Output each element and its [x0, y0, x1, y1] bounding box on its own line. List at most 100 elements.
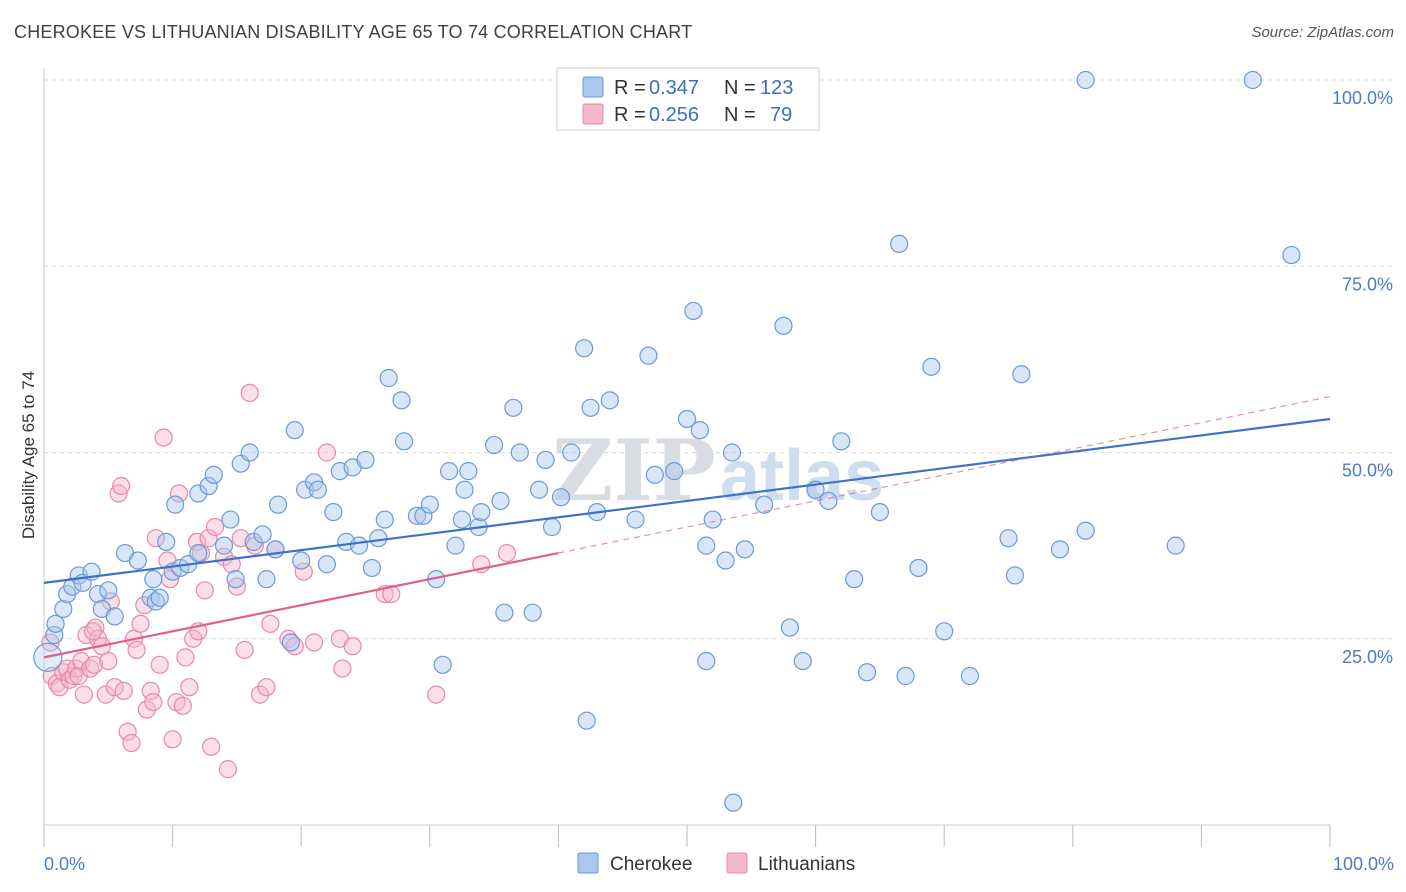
lithuanians-point	[144, 692, 163, 712]
lithuanians-trendline	[43, 551, 559, 659]
chart-title: CHEROKEE VS LITHUANIAN DISABILITY AGE 65…	[14, 22, 693, 42]
cherokee-point	[755, 495, 774, 514]
cherokee-point	[697, 536, 716, 555]
lithuanians-point	[257, 678, 276, 697]
cherokee-point	[1166, 536, 1185, 555]
lithuanians-point	[333, 659, 352, 678]
lithuanians-point	[127, 640, 146, 660]
lithuanians-point	[109, 484, 128, 503]
cherokee-point	[857, 663, 877, 682]
legend-n-label-cherokee: N =	[724, 77, 756, 99]
lithuanians-point	[497, 543, 517, 563]
cherokee-point	[819, 491, 838, 511]
lithuanians-point	[261, 614, 280, 633]
cherokee-point	[63, 577, 82, 596]
cherokee-point	[1050, 540, 1070, 559]
cherokee-point	[832, 432, 851, 451]
cherokee-point	[684, 301, 703, 321]
cherokee-point	[600, 391, 619, 410]
lithuanians-point	[427, 685, 446, 704]
cherokee-point	[922, 357, 941, 376]
cherokee-point	[166, 495, 185, 514]
y-tick-label: 75.0%	[1342, 274, 1393, 294]
cherokee-point	[575, 339, 594, 358]
y-axis-title: Disability Age 65 to 74	[19, 371, 38, 539]
cherokee-point	[324, 502, 343, 522]
cherokee-point	[1005, 566, 1025, 585]
y-tick-label: 100.0%	[1332, 88, 1393, 108]
lithuanians-point	[135, 596, 154, 615]
legend-n-label-lithuanians: N =	[724, 104, 756, 126]
lithuanians-point	[294, 562, 313, 581]
lithuanians-point	[202, 737, 221, 756]
cherokee-point	[214, 536, 234, 555]
cherokee-point	[793, 651, 812, 671]
cherokee-point	[845, 570, 864, 589]
cherokee-point	[54, 599, 73, 619]
bottom-legend-label-cherokee: Cherokee	[610, 854, 692, 875]
cherokee-point	[639, 346, 658, 365]
cherokee-point	[292, 551, 311, 570]
y-tick-labels: 25.0% 50.0% 75.0% 100.0%	[1332, 88, 1393, 667]
lithuanians-point	[99, 651, 118, 671]
series-cherokee	[33, 70, 1301, 812]
lithuanians-point	[122, 733, 141, 753]
cherokee-point	[308, 480, 328, 499]
y-tick-label: 25.0%	[1342, 647, 1393, 667]
cherokee-point	[472, 502, 491, 522]
lithuanians-point	[50, 678, 69, 697]
cherokee-point	[157, 532, 176, 552]
cherokee-point	[690, 421, 709, 440]
cherokee-point	[677, 409, 697, 429]
cherokee-point	[281, 633, 301, 652]
cherokee-point	[221, 510, 240, 529]
cherokee-point	[128, 551, 147, 570]
legend-r-value-lithuanians: 0.256	[649, 104, 699, 126]
series-lithuanians	[41, 383, 517, 779]
cherokee-point	[199, 476, 218, 496]
lithuanians-point	[85, 655, 104, 674]
lithuanians-point	[137, 700, 156, 719]
cherokee-point	[724, 793, 743, 812]
cherokee-point	[735, 540, 754, 559]
cherokee-point	[46, 614, 65, 633]
cherokee-point	[530, 480, 549, 499]
cherokee-point	[542, 517, 562, 537]
lithuanians-point	[83, 622, 102, 641]
lithuanians-point	[304, 633, 324, 652]
cherokee-point	[1282, 245, 1301, 265]
x-tick-label-max: 100.0%	[1333, 854, 1394, 874]
cherokee-point	[491, 491, 510, 511]
cherokee-point	[189, 543, 208, 563]
cherokee-point	[703, 510, 722, 529]
cherokee-trendline	[43, 417, 1331, 584]
lithuanians-point	[180, 678, 199, 697]
legend-r-label-lithuanians: R =	[614, 104, 646, 126]
lithuanians-point	[235, 640, 254, 660]
lithuanians-point	[382, 584, 401, 604]
lithuanians-point	[205, 517, 225, 537]
lithuanians-point	[64, 666, 83, 686]
cherokee-point	[446, 536, 465, 555]
cherokee-point	[896, 666, 915, 686]
lithuanians-point	[150, 655, 169, 674]
cherokee-point	[459, 462, 478, 481]
lithuanians-point	[195, 581, 214, 600]
bottom-legend-swatch-lithuanians	[726, 852, 748, 874]
cherokee-point	[716, 551, 735, 570]
axes	[43, 68, 1331, 847]
cherokee-point	[375, 510, 394, 529]
cherokee-point	[394, 432, 414, 451]
legend-r-label-cherokee: R =	[614, 77, 646, 99]
legend-n-value-lithuanians: 79	[770, 104, 792, 126]
lithuanians-point	[218, 760, 237, 779]
cherokee-point	[909, 558, 928, 578]
lithuanians-point	[146, 529, 165, 548]
cherokee-point	[536, 450, 555, 470]
lithuanians-point	[250, 685, 270, 704]
watermark: ZIP atlas	[552, 421, 884, 520]
cherokee-point	[349, 536, 369, 555]
cherokee-point	[407, 506, 427, 525]
cherokee-point	[204, 465, 223, 484]
cherokee-point	[105, 607, 124, 626]
